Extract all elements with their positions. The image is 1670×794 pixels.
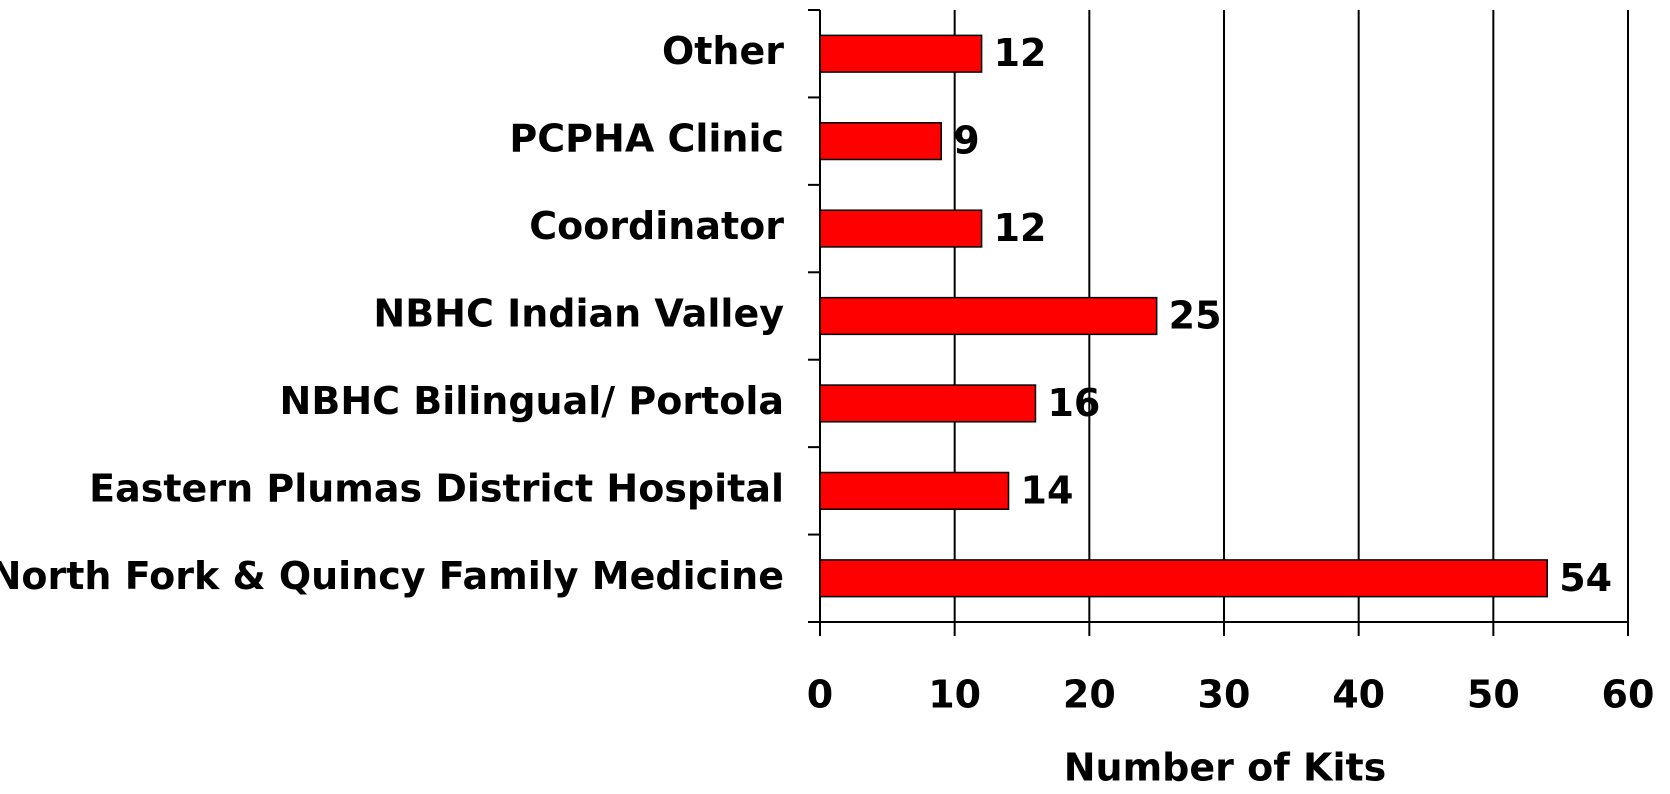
- x-axis-label: Number of Kits: [1064, 746, 1387, 790]
- x-tick-label: 50: [1467, 673, 1520, 717]
- x-tick-label: 10: [928, 673, 981, 717]
- y-tick-label: NBHC Indian Valley: [373, 292, 784, 336]
- bar: [819, 296, 1158, 336]
- y-tick-label: Coordinator: [529, 204, 784, 248]
- bar: [819, 471, 1010, 510]
- x-tick-label: 0: [807, 673, 833, 717]
- data-label: 25: [1169, 294, 1222, 338]
- x-tick-label: 20: [1063, 673, 1116, 717]
- data-label: 9: [953, 119, 979, 163]
- bar: [819, 209, 983, 248]
- x-tick-label: 60: [1602, 673, 1655, 717]
- data-label: 16: [1047, 381, 1100, 425]
- data-label: 54: [1559, 556, 1612, 600]
- y-tick-label: NBHC Bilingual/ Portola: [280, 379, 784, 423]
- y-tick-label: Other: [662, 29, 784, 73]
- bar: [819, 559, 1548, 598]
- data-label: 14: [1021, 468, 1074, 512]
- y-tick-label: North Fork & Quincy Family Medicine: [0, 554, 784, 598]
- data-label: 12: [994, 31, 1047, 75]
- x-tick-label: 40: [1332, 673, 1385, 717]
- bar: [819, 34, 983, 73]
- bar: [819, 384, 1037, 423]
- data-label: 12: [994, 206, 1047, 250]
- y-tick-label: Eastern Plumas District Hospital: [89, 466, 784, 510]
- bar: [819, 122, 942, 161]
- y-tick-label: PCPHA Clinic: [509, 117, 784, 161]
- x-tick-label: 30: [1198, 673, 1251, 717]
